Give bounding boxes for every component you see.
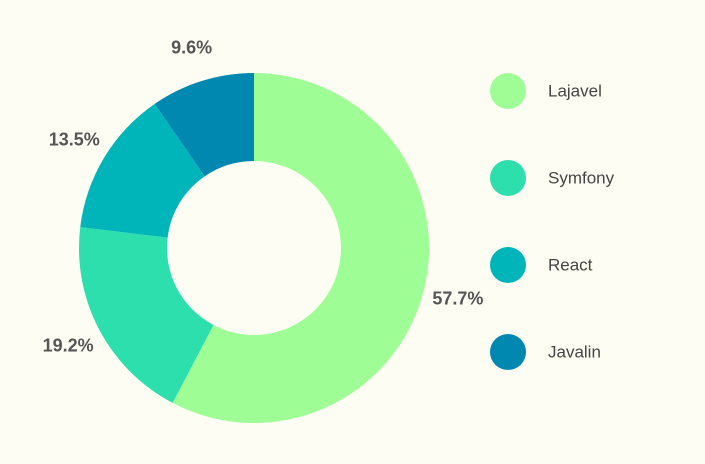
pct-label-symfony: 19.2% bbox=[43, 336, 94, 356]
pct-label-react: 13.5% bbox=[49, 129, 100, 149]
donut-slices bbox=[79, 73, 429, 423]
legend-label-javalin: Javalin bbox=[548, 343, 601, 362]
legend-label-react: React bbox=[548, 256, 593, 275]
slice-javalin bbox=[154, 73, 254, 177]
pct-label-lajavel: 57.7% bbox=[432, 288, 483, 308]
legend-swatch-react bbox=[490, 247, 526, 283]
legend-swatch-lajavel bbox=[490, 73, 526, 109]
legend-swatch-symfony bbox=[490, 160, 526, 196]
legend-label-symfony: Symfony bbox=[548, 169, 615, 188]
slice-react bbox=[80, 103, 205, 238]
legend-label-lajavel: Lajavel bbox=[548, 82, 602, 101]
legend: Lajavel Symfony React Javalin bbox=[490, 73, 615, 370]
slice-symfony bbox=[79, 227, 214, 403]
slice-lajavel bbox=[172, 73, 429, 423]
legend-swatch-javalin bbox=[490, 334, 526, 370]
percentage-labels: 57.7% 19.2% 13.5% 9.6% bbox=[43, 37, 484, 355]
pct-label-javalin: 9.6% bbox=[171, 37, 212, 57]
